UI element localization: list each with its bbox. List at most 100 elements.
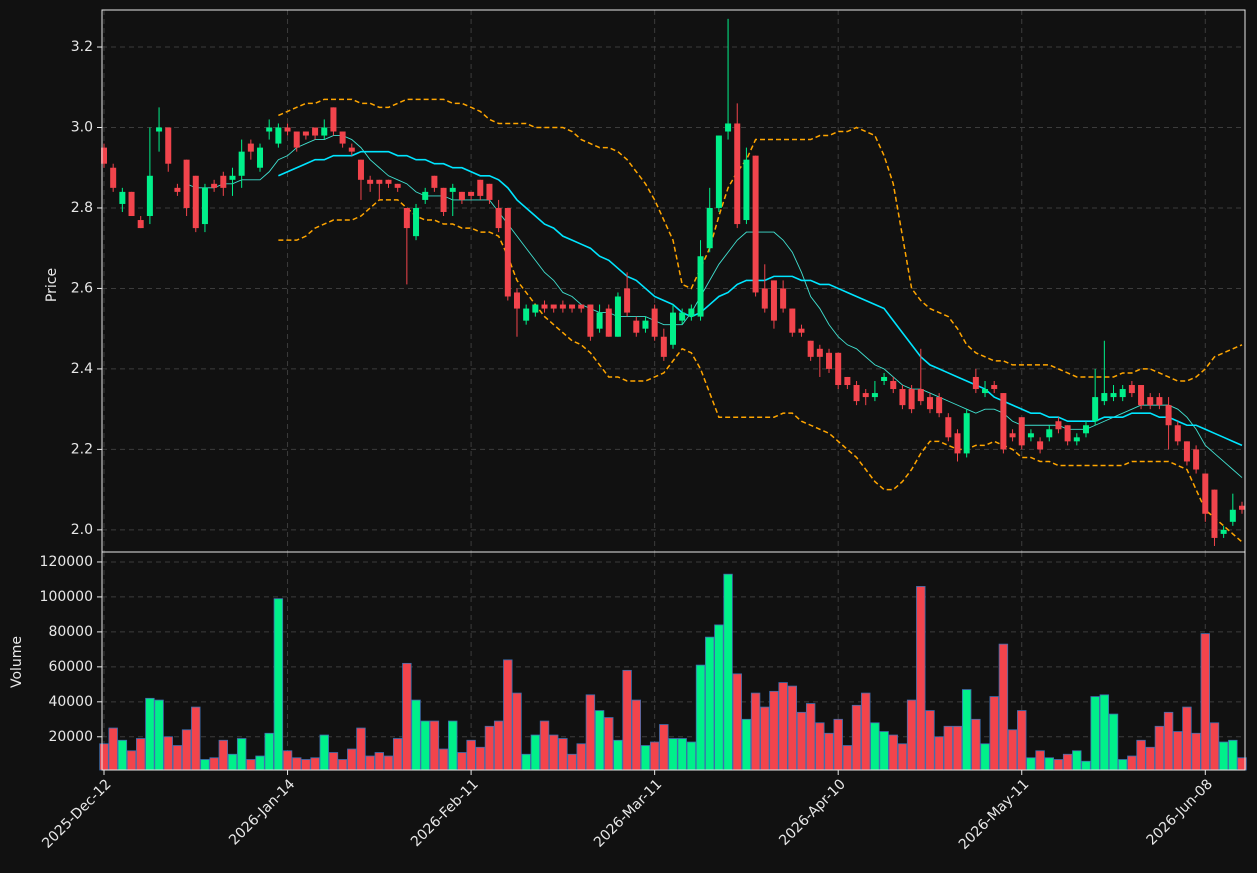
volume-bar xyxy=(136,738,146,771)
candle-body xyxy=(624,288,631,313)
volume-bar xyxy=(1173,731,1183,771)
volume-bar xyxy=(392,738,403,771)
candle-body xyxy=(1092,397,1099,422)
y-tick-label: 2.6 xyxy=(71,280,93,296)
volume-bar xyxy=(1053,759,1064,771)
candle-body xyxy=(596,312,603,329)
candle-body xyxy=(119,191,126,204)
volume-bar xyxy=(1026,757,1036,771)
volume-bar xyxy=(1145,746,1155,771)
volume-bar xyxy=(310,757,320,771)
candle-body xyxy=(642,320,649,329)
volume-bar xyxy=(980,743,990,771)
volume-bar xyxy=(236,738,247,771)
volume-bar xyxy=(246,759,256,771)
y-tick-label: 100000 xyxy=(40,589,93,605)
candle-body xyxy=(587,304,594,337)
volume-bar xyxy=(925,710,935,771)
candle-body xyxy=(578,304,585,309)
volume-bar xyxy=(1228,739,1238,771)
volume-bar xyxy=(282,750,293,771)
volume-bar xyxy=(1062,753,1073,771)
volume-bar xyxy=(594,710,605,771)
volume-bar xyxy=(172,745,183,771)
candle-body xyxy=(275,127,282,144)
candle-body xyxy=(734,123,741,225)
volume-bar xyxy=(714,624,724,771)
overlay-line xyxy=(278,199,1243,543)
candle-body xyxy=(156,127,163,132)
volume-bar xyxy=(1200,633,1210,771)
candle-body xyxy=(798,328,805,333)
volume-bar xyxy=(181,729,192,771)
volume-bar xyxy=(521,753,531,771)
y-tick-label: 2.2 xyxy=(71,441,93,457)
candle-body xyxy=(449,187,456,192)
candle-body xyxy=(982,389,989,394)
candle-body xyxy=(569,304,576,309)
volume-bar xyxy=(943,725,954,771)
candle-body xyxy=(1193,449,1200,470)
volume-bar xyxy=(319,734,329,771)
volume-bar xyxy=(723,573,733,771)
candle-body xyxy=(468,191,475,196)
volume-bar xyxy=(796,711,807,771)
candle-body xyxy=(201,187,208,225)
candle-body xyxy=(284,127,291,132)
volume-axis-label: Volume xyxy=(9,636,25,688)
candle-body xyxy=(835,352,842,386)
volume-bar xyxy=(163,736,173,771)
candle-body xyxy=(513,292,520,309)
candle-body xyxy=(523,308,530,321)
candle-body xyxy=(1082,425,1089,434)
volume-bar xyxy=(750,692,761,771)
candle-body xyxy=(128,191,135,217)
volume-bar xyxy=(1035,750,1045,771)
candle-body xyxy=(1202,473,1209,514)
candle-body xyxy=(211,183,218,188)
volume-bar xyxy=(1163,711,1174,771)
y-tick-label: 20000 xyxy=(48,729,93,745)
candle-body xyxy=(293,131,300,148)
candle-body xyxy=(853,385,860,402)
candle-body xyxy=(101,147,107,164)
candle-body xyxy=(1147,397,1154,406)
candle-body xyxy=(440,187,447,212)
volume-bar xyxy=(897,743,908,771)
candle-body xyxy=(1055,421,1062,430)
candle-body xyxy=(165,127,172,164)
candle-body xyxy=(1037,441,1044,450)
candle-body xyxy=(899,389,906,406)
candle-body xyxy=(330,107,337,132)
candle-body xyxy=(504,207,511,297)
candle-body xyxy=(1018,417,1025,446)
volume-bar xyxy=(1127,755,1137,771)
volume-bar xyxy=(328,752,339,771)
candle-body xyxy=(1128,385,1135,394)
y-tick-label: 2.0 xyxy=(71,522,93,538)
y-tick-label: 3.0 xyxy=(71,119,93,135)
volume-bar xyxy=(1182,706,1192,771)
candle-body xyxy=(137,220,144,229)
volume-bar xyxy=(108,727,118,771)
volume-bar xyxy=(787,685,798,771)
volume-bar xyxy=(154,699,164,771)
volume-bar xyxy=(493,720,504,771)
candle-body xyxy=(1101,393,1108,402)
volume-bar xyxy=(126,750,137,771)
volume-bar xyxy=(576,743,586,771)
volume-bar xyxy=(1017,710,1027,771)
candle-body xyxy=(945,417,952,438)
candle-body xyxy=(1000,393,1007,450)
volume-bar xyxy=(1209,722,1220,771)
volume-bar xyxy=(705,636,715,771)
candle-body xyxy=(174,187,181,192)
volume-frame xyxy=(101,551,1246,771)
candle-body xyxy=(697,256,704,317)
volume-bar xyxy=(292,757,302,771)
volume-bar xyxy=(1136,739,1146,771)
volume-bar xyxy=(273,598,284,771)
candle-body xyxy=(146,175,153,217)
candle-body xyxy=(321,127,328,136)
